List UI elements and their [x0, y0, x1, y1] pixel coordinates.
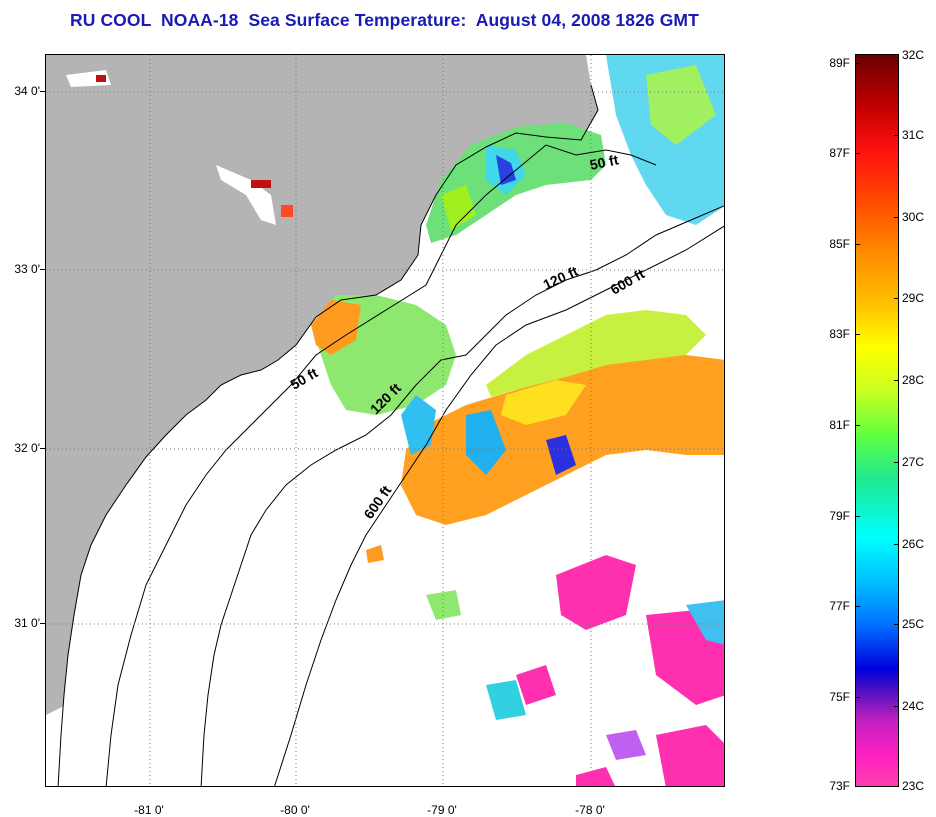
colorbar-c-label: 26C [902, 537, 925, 551]
lat-label-33: 33 0' [14, 262, 40, 276]
ytick [40, 448, 45, 449]
colorbar-c-label: 29C [902, 291, 925, 305]
colorbar-f-label: 75F [829, 690, 850, 704]
isobath-50ft [105, 144, 657, 786]
sst-patch-southeast-cool [556, 555, 636, 630]
colorbar-c-label: 28C [902, 373, 925, 387]
contour-label-50ft-north: 50 ft [588, 151, 620, 173]
colorbar-c-label: 23C [902, 779, 925, 793]
isobath-600ft [274, 225, 724, 786]
sst-map[interactable]: 50 ft 120 ft 600 ft 50 ft 120 ft 600 ft [45, 54, 725, 787]
colorbar-f-label: 79F [829, 509, 850, 523]
temperature-colorbar [855, 54, 899, 787]
coastline [57, 84, 599, 786]
land-mass [46, 55, 598, 786]
lon-label-79: -79 0' [427, 803, 457, 817]
contour-label-50ft-west: 50 ft [288, 364, 321, 392]
contour-label-120ft-north: 120 ft [541, 263, 581, 293]
colorbar-c-label: 30C [902, 210, 925, 224]
colorbar-f-label: 83F [829, 327, 850, 341]
colorbar-f-label: 81F [829, 418, 850, 432]
graticule [46, 55, 724, 786]
lat-label-34: 34 0' [14, 84, 40, 98]
contour-label-600ft-north: 600 ft [608, 265, 648, 297]
colorbar-c-label: 31C [902, 128, 925, 142]
sst-map-canvas: 50 ft 120 ft 600 ft 50 ft 120 ft 600 ft [46, 55, 724, 786]
map-title: RU COOL NOAA-18 Sea Surface Temperature:… [70, 10, 699, 30]
colorbar-f-label: 85F [829, 237, 850, 251]
ytick [40, 91, 45, 92]
colorbar-f-label: 73F [829, 779, 850, 793]
colorbar-f-label: 89F [829, 56, 850, 70]
colorbar-c-label: 25C [902, 617, 925, 631]
ytick [40, 623, 45, 624]
colorbar-c-label: 24C [902, 699, 925, 713]
lat-label-32: 32 0' [14, 441, 40, 455]
lon-label-81: -81 0' [134, 803, 164, 817]
lon-label-78: -78 0' [575, 803, 605, 817]
colorbar-f-label: 77F [829, 599, 850, 613]
colorbar-c-label: 32C [902, 48, 925, 62]
lat-label-31: 31 0' [14, 616, 40, 630]
colorbar-f-label: 87F [829, 146, 850, 160]
colorbar-c-label: 27C [902, 455, 925, 469]
contour-label-600ft-west: 600 ft [360, 482, 394, 521]
lon-label-80: -80 0' [280, 803, 310, 817]
ytick [40, 269, 45, 270]
